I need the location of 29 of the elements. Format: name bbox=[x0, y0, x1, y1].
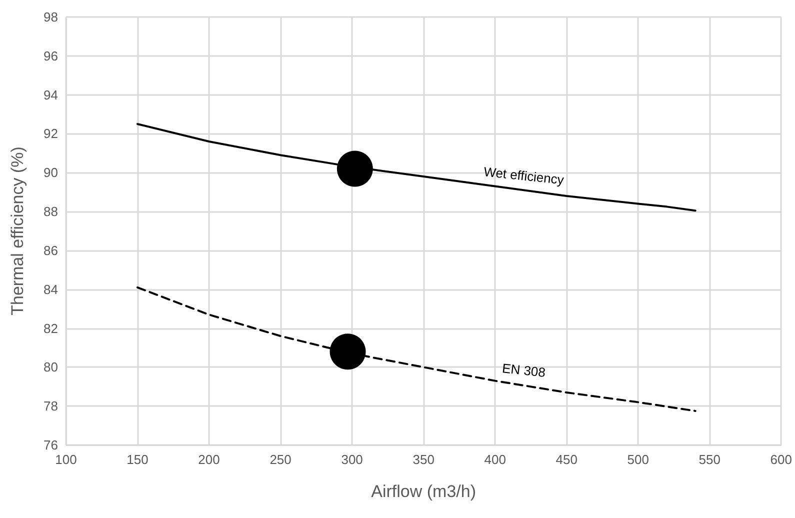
x-tick-label: 200 bbox=[198, 452, 220, 467]
text: EN 308 bbox=[501, 360, 546, 380]
y-tick-label: 94 bbox=[44, 87, 58, 102]
y-tick-label: 84 bbox=[44, 282, 58, 297]
line-series bbox=[136, 123, 696, 212]
y-tick-label: 76 bbox=[44, 438, 58, 452]
x-tick-label: 400 bbox=[484, 452, 506, 467]
y-tick-label: 80 bbox=[44, 360, 58, 375]
line-series bbox=[136, 286, 696, 412]
x-tick-label: 300 bbox=[341, 452, 363, 467]
x-tick-label: 350 bbox=[412, 452, 434, 467]
y-axis-title: Thermal efficiency (%) bbox=[8, 146, 27, 316]
x-tick-label: 500 bbox=[627, 452, 649, 467]
y-tick-label: 90 bbox=[44, 165, 58, 180]
y-tick-label: 96 bbox=[44, 48, 58, 64]
text: Wet efficiency bbox=[483, 164, 566, 188]
x-tick-label: 450 bbox=[556, 452, 578, 467]
y-tick-label: 78 bbox=[44, 398, 58, 414]
x-tick-label: 250 bbox=[270, 452, 292, 467]
y-tick-label: 92 bbox=[44, 126, 58, 142]
x-axis-title: Airflow (m3/h) bbox=[371, 482, 476, 501]
x-tick-label: 150 bbox=[126, 452, 148, 467]
x-tick-label: 550 bbox=[698, 452, 720, 467]
x-tick-label: 100 bbox=[55, 452, 77, 467]
y-tick-label: 86 bbox=[44, 242, 58, 258]
y-tick-label: 98 bbox=[44, 10, 58, 24]
y-tick-label: 88 bbox=[44, 204, 58, 220]
x-tick-label: 600 bbox=[770, 452, 792, 467]
y-tick-label: 82 bbox=[44, 320, 58, 336]
